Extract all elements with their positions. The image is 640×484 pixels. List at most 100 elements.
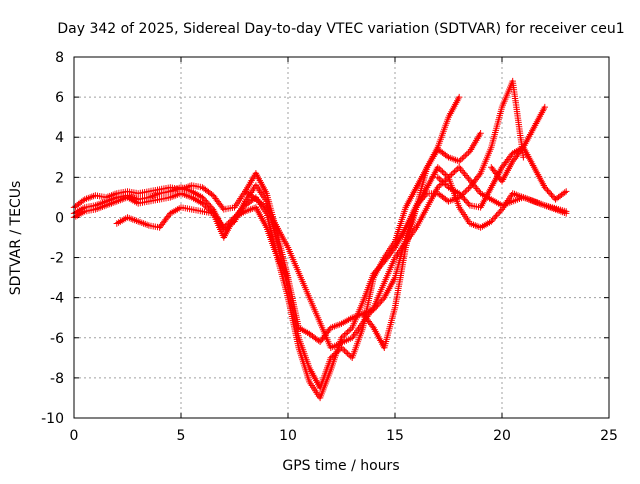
- x-tick-label: 20: [493, 428, 511, 444]
- series-markers: [70, 77, 527, 402]
- data-point: [105, 204, 107, 207]
- data-point: [447, 116, 450, 118]
- y-tick-label: 8: [55, 50, 64, 66]
- data-point: [244, 190, 246, 193]
- data-point: [565, 212, 567, 215]
- data-point: [501, 180, 503, 183]
- data-point: [522, 156, 525, 159]
- data-point: [522, 146, 525, 149]
- data-point: [469, 204, 471, 207]
- x-tick-label: 0: [70, 428, 79, 444]
- data-point: [308, 381, 311, 383]
- series-track-4: [113, 204, 292, 281]
- y-tick-label: 4: [55, 130, 64, 146]
- y-tick-label: -4: [50, 291, 64, 307]
- y-tick-label: 0: [55, 210, 64, 226]
- data-point: [94, 208, 97, 211]
- data-point: [148, 190, 150, 193]
- data-point: [415, 226, 418, 229]
- data-point: [383, 296, 386, 299]
- series-track-6: [359, 164, 570, 351]
- data-point: [223, 236, 225, 239]
- y-tick-label: -10: [41, 411, 64, 427]
- data-point: [362, 312, 364, 315]
- data-point: [447, 156, 450, 159]
- data-point: [404, 206, 407, 209]
- data-point: [297, 347, 300, 349]
- chart-title: Day 342 of 2025, Sidereal Day-to-day VTE…: [57, 21, 624, 37]
- data-point: [308, 367, 311, 369]
- data-point: [330, 357, 332, 359]
- data-point: [105, 196, 107, 199]
- data-point: [458, 192, 461, 195]
- data-point: [126, 196, 129, 199]
- data-point: [276, 256, 279, 259]
- data-point: [426, 166, 428, 169]
- series-track-8: [488, 144, 570, 203]
- x-tick-label: 15: [386, 428, 404, 444]
- data-point: [265, 200, 268, 203]
- data-point: [458, 166, 461, 169]
- data-point: [394, 256, 396, 259]
- data-point: [319, 397, 321, 399]
- y-tick-label: 6: [55, 90, 64, 106]
- x-tick-label: 25: [600, 428, 618, 444]
- data-point: [394, 246, 396, 249]
- data-point: [437, 166, 439, 169]
- data-point: [437, 176, 439, 179]
- data-point: [94, 194, 97, 197]
- x-tick-label: 10: [279, 428, 297, 444]
- data-point: [255, 172, 257, 175]
- data-point: [255, 206, 257, 209]
- data-point: [533, 200, 535, 203]
- data-point: [83, 210, 86, 213]
- data-point: [137, 192, 139, 195]
- data-point: [458, 196, 461, 199]
- data-point: [490, 166, 493, 169]
- data-point: [437, 148, 439, 151]
- data-point: [544, 106, 546, 108]
- data-point: [490, 186, 493, 189]
- data-point: [201, 186, 204, 189]
- data-point: [126, 216, 129, 219]
- data-points: [70, 77, 570, 402]
- data-point: [351, 316, 354, 319]
- y-tick-label: -8: [50, 371, 64, 387]
- data-point: [319, 387, 321, 389]
- data-point: [501, 106, 503, 108]
- data-point: [479, 192, 482, 195]
- data-point: [94, 204, 97, 207]
- data-point: [415, 186, 418, 189]
- data-point: [522, 196, 525, 199]
- grid: [74, 57, 609, 418]
- data-point: [190, 190, 193, 193]
- series-track-3: [70, 77, 527, 402]
- data-point: [137, 198, 139, 201]
- data-point: [212, 194, 214, 197]
- data-point: [233, 206, 236, 209]
- plot-frame: [73, 56, 610, 419]
- x-tick-label: 5: [177, 428, 186, 444]
- data-point: [244, 210, 246, 213]
- data-point: [308, 332, 311, 335]
- data-point: [105, 200, 107, 203]
- data-point: [479, 206, 482, 209]
- data-point: [169, 212, 172, 215]
- data-point: [265, 192, 268, 195]
- data-point: [169, 186, 172, 189]
- data-point: [244, 204, 246, 207]
- series-track-7: [434, 103, 548, 211]
- data-point: [330, 369, 332, 371]
- data-point: [244, 200, 246, 203]
- data-point: [479, 172, 482, 175]
- data-point: [287, 246, 289, 249]
- data-point: [501, 208, 503, 211]
- data-point: [116, 192, 118, 195]
- data-point: [447, 200, 450, 203]
- data-point: [126, 190, 129, 193]
- data-point: [372, 306, 375, 309]
- data-point: [330, 347, 332, 349]
- data-point: [383, 347, 386, 349]
- data-point: [180, 192, 182, 195]
